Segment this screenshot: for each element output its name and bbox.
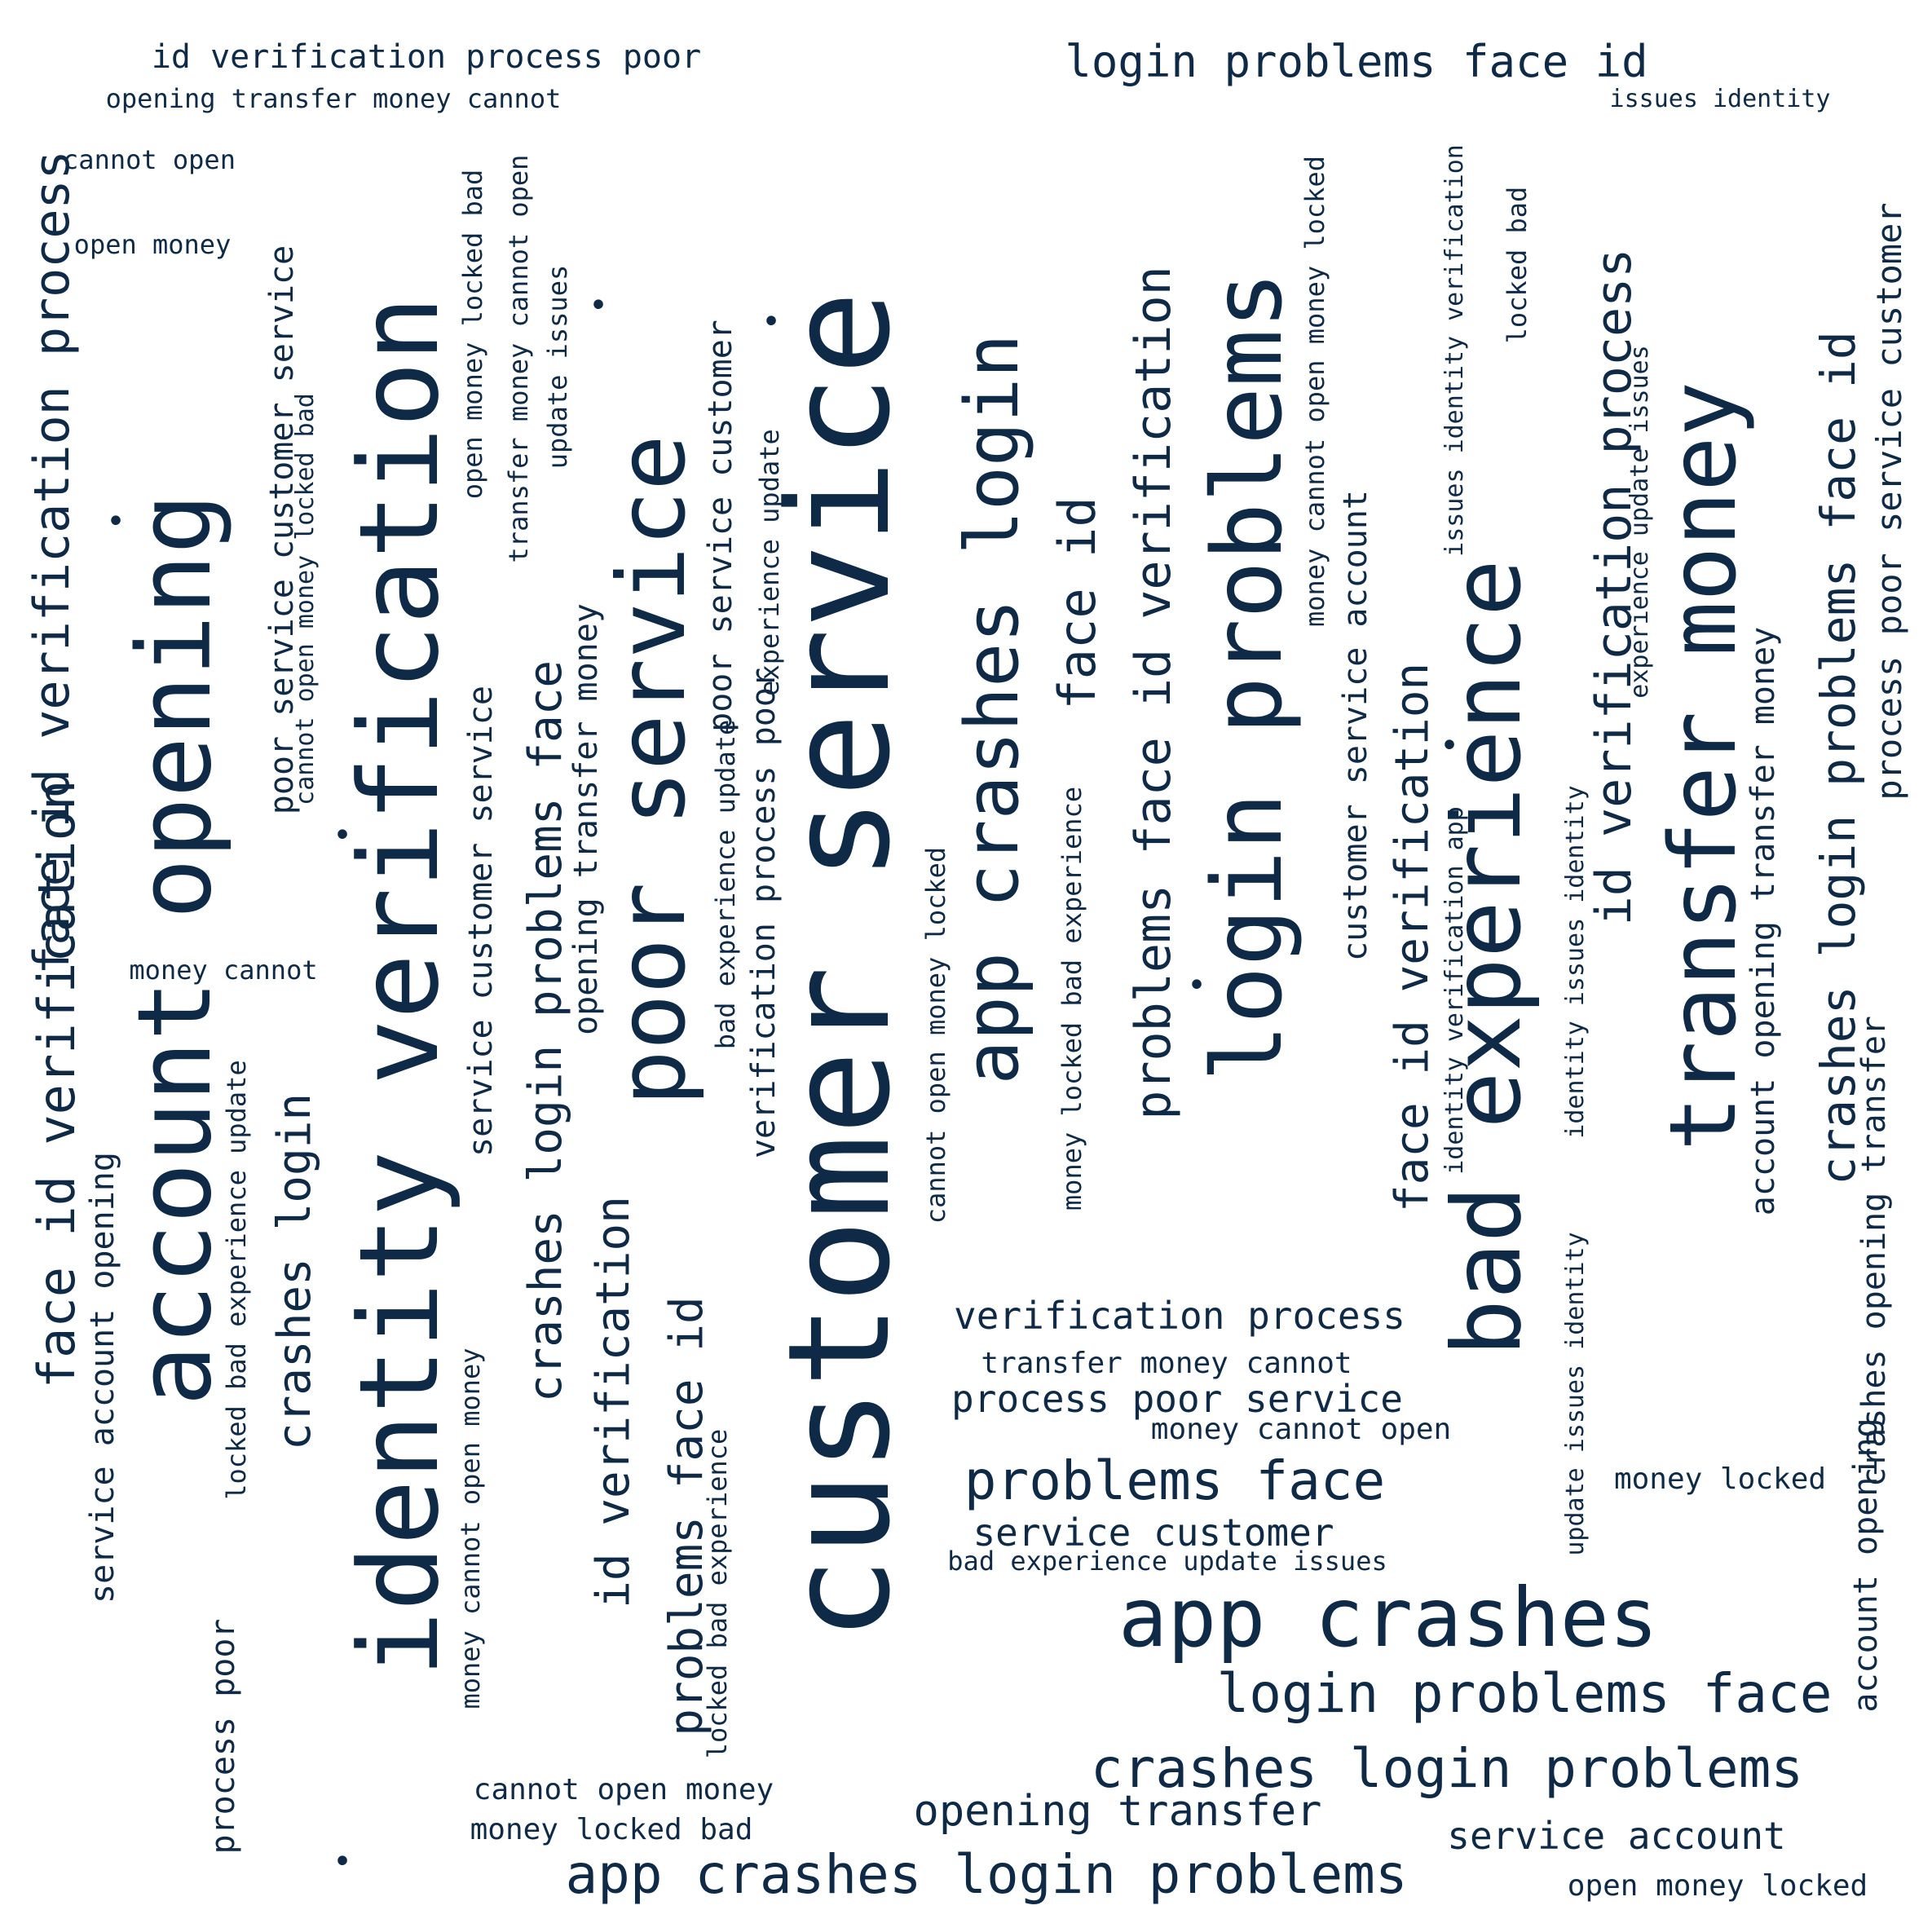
word-locked-bad-experience: locked bad experience <box>702 1428 733 1759</box>
word-money-locked-bad-experience: money locked bad experience <box>1056 786 1087 1211</box>
word-service-customer-service: service customer service <box>462 686 500 1157</box>
word-locked-bad-experience-update: locked bad experience update <box>221 1060 252 1500</box>
word-cannot-open-money: cannot open money <box>473 1773 774 1806</box>
word-experience-update-issues: experience update issues <box>1625 345 1654 699</box>
word-verification-process-poor: verification process poor <box>745 667 783 1159</box>
word-opening-transfer: opening transfer <box>913 1787 1322 1836</box>
word-identity-verification: identity verification <box>336 295 463 1678</box>
word-money-cannot-open-money: money cannot open money <box>455 1348 486 1709</box>
word-poor-service: poor service <box>598 434 706 1106</box>
word-process-poor-service-customer: process poor service customer <box>1869 202 1909 801</box>
word-poor-service-customer: poor service customer <box>702 320 739 732</box>
dot-1: • <box>105 503 126 540</box>
word-transfer-money: transfer money <box>1651 381 1757 1152</box>
word-bad-experience-update: bad experience update <box>710 719 741 1050</box>
dot-3: • <box>588 287 609 324</box>
word-app-crashes-login-problems: app crashes login problems <box>565 1843 1408 1906</box>
dot-2: • <box>332 817 353 854</box>
word-identity-issues-identity: identity issues identity <box>1561 785 1590 1139</box>
word-issues-identity: issues identity <box>1609 85 1831 113</box>
word-account-opening-transfer-money: account opening transfer money <box>1745 626 1782 1216</box>
word-app-crashes-login: app crashes login <box>950 333 1035 1085</box>
word-login-problems-face-id: login problems face id <box>1065 36 1648 87</box>
dot-7: • <box>332 1843 353 1881</box>
word-transfer-money-cannot-open: transfer money cannot open <box>503 154 534 563</box>
dot-5: • <box>1186 967 1207 1004</box>
word-cannot-open-money-locked-bad: cannot open money locked bad <box>291 393 320 805</box>
word-id-verification: id verification <box>587 1196 640 1608</box>
word-service-account: service account <box>1447 1814 1786 1858</box>
word-transfer-money-cannot: transfer money cannot <box>981 1347 1352 1380</box>
word-money-cannot: money cannot <box>129 955 318 986</box>
word-customer-service-account: customer service account <box>1337 490 1374 961</box>
word-login-problems: login problems <box>1191 271 1303 1083</box>
word-process-poor-service: process poor service <box>951 1377 1403 1421</box>
word-crashes-login: crashes login <box>268 1092 321 1451</box>
word-cannot-open: cannot open <box>63 144 236 175</box>
word-account-opening: account opening <box>117 493 234 1406</box>
word-verification-process: verification process <box>954 1294 1405 1338</box>
word-crashes-login-problems: crashes login problems <box>1090 1737 1804 1800</box>
word-problems-face: problems face <box>964 1449 1386 1512</box>
word-experience-update: experience update <box>754 429 785 696</box>
word-process-poor: process poor <box>205 1618 242 1855</box>
word-money-locked: money locked <box>1613 1462 1827 1496</box>
word-id-verification-process-poor: id verification process poor <box>151 38 702 76</box>
word-face-id-verification-process: face id verification process <box>24 150 81 975</box>
word-login-problems-face: login problems face <box>1216 1662 1833 1725</box>
dot-6: • <box>1439 727 1460 765</box>
word-update-issues-identity: update issues identity <box>1561 1232 1590 1556</box>
word-money-locked-bad: money locked bad <box>470 1813 753 1846</box>
word-customer-service: customer service <box>757 290 921 1642</box>
word-open-money-locked-bad: open money locked bad <box>457 169 488 500</box>
word-face-id-short: face id <box>1048 496 1107 710</box>
word-app-crashes: app crashes <box>1118 1570 1659 1665</box>
word-crashes-opening-transfer: crashes opening transfer <box>1855 1016 1893 1487</box>
word-open-money-locked: open money locked <box>1567 1869 1868 1903</box>
word-identity-verification-app: identity verification app <box>1440 806 1469 1175</box>
word-opening-transfer-money: opening transfer money <box>567 603 605 1035</box>
dot-4: • <box>761 303 782 341</box>
word-locked-bad: locked bad <box>1502 186 1533 344</box>
word-service-customer: service customer <box>973 1511 1334 1555</box>
word-crashes-login-problems-face: crashes login problems face <box>519 659 572 1403</box>
word-service-account-opening: service account opening <box>84 1152 121 1603</box>
word-open-money: open money <box>73 229 232 260</box>
word-problems-face-id-verification: problems face id verification <box>1125 266 1182 1120</box>
word-update-issues: update issues <box>542 264 573 470</box>
word-face-id-verification-right: face id verification <box>1386 662 1439 1213</box>
word-bad-experience-update-issues: bad experience update issues <box>947 1546 1387 1577</box>
word-issues-identity-verification: issues identity verification <box>1440 144 1469 557</box>
word-opening-transfer-money-cannot: opening transfer money cannot <box>105 83 562 114</box>
word-money-cannot-open-money-locked: money cannot open money locked <box>1299 156 1330 627</box>
word-money-cannot-open: money cannot open <box>1150 1413 1452 1446</box>
word-cannot-open-money-locked: cannot open money locked <box>920 846 951 1224</box>
